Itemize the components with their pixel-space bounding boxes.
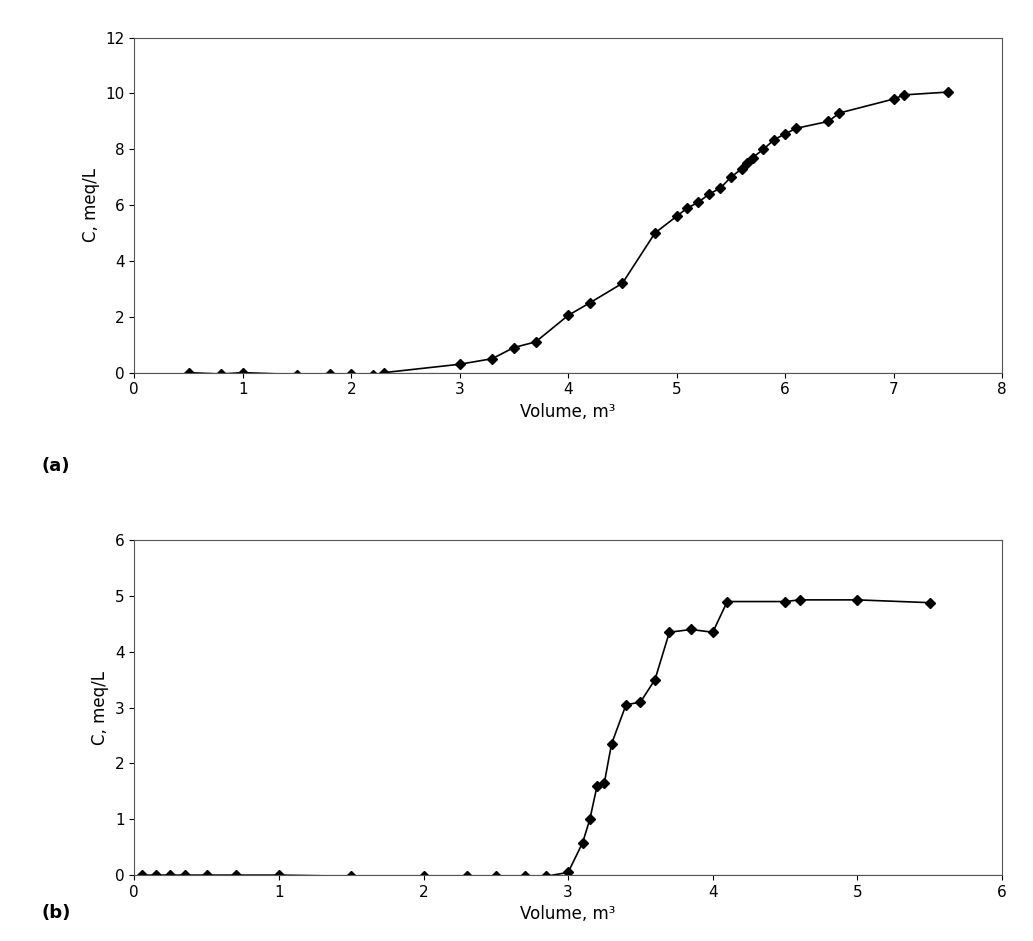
Text: (b): (b) xyxy=(41,903,70,922)
X-axis label: Volume, m³: Volume, m³ xyxy=(521,905,616,923)
Text: (a): (a) xyxy=(41,456,70,475)
Y-axis label: C, meq/L: C, meq/L xyxy=(91,671,109,744)
X-axis label: Volume, m³: Volume, m³ xyxy=(521,403,616,421)
Y-axis label: C, meq/L: C, meq/L xyxy=(82,168,100,242)
